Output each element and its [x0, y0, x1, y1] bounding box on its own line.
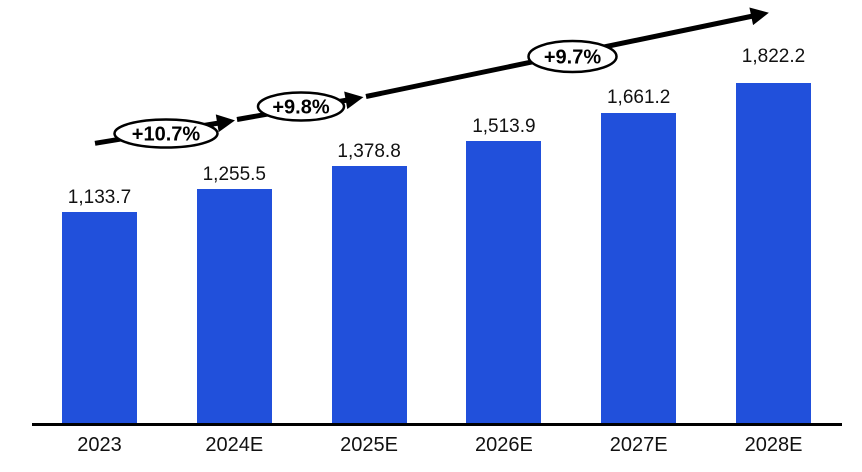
bar — [601, 113, 677, 424]
growth-label: +9.8% — [272, 97, 329, 119]
x-axis-label: 2027E — [609, 434, 668, 456]
bar-value-label: 1,822.2 — [741, 46, 806, 68]
bar — [331, 166, 407, 424]
bar-value-label: 1,513.9 — [472, 115, 536, 137]
growth-bubble — [256, 91, 346, 122]
bar-value-label: 1,378.8 — [337, 141, 401, 163]
x-axis-label: 2023 — [77, 434, 122, 456]
x-axis-label: 2026E — [474, 434, 533, 456]
growth-label: +10.7% — [132, 124, 201, 146]
x-axis-label: 2024E — [205, 434, 264, 456]
bar-value-label: 1,255.5 — [202, 164, 266, 186]
growth-bubble — [113, 118, 219, 149]
bar-value-label: 1,661.2 — [606, 87, 671, 109]
bar — [736, 83, 811, 424]
growth-bubble — [527, 39, 618, 74]
bar — [466, 140, 542, 424]
bar — [196, 189, 272, 424]
bar-value-label: 1,133.7 — [67, 186, 132, 208]
x-axis-line — [32, 423, 842, 426]
x-axis-label: 2025E — [340, 434, 399, 456]
x-axis-label: 2028E — [744, 434, 803, 456]
growth-label: +9.7% — [544, 47, 601, 69]
bar — [62, 211, 137, 424]
